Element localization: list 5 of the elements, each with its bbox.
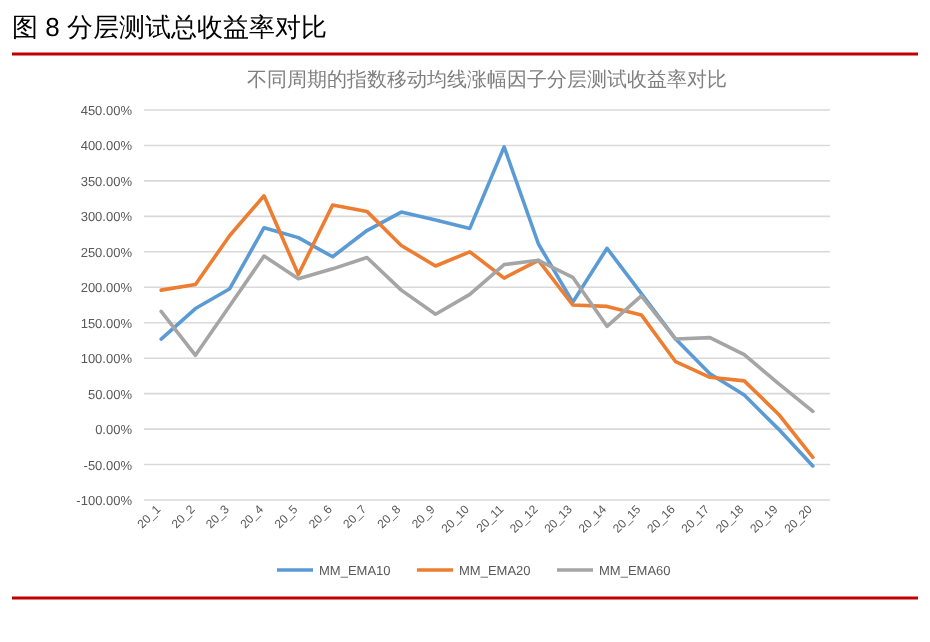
line-series [159,145,815,468]
line-series [159,194,815,460]
chart-title: 图 8 分层测试总收益率对比 [12,12,327,42]
chart-subtitle: 不同周期的指数移动均线涨幅因子分层测试收益率对比 [247,68,727,92]
line-series [159,254,815,414]
